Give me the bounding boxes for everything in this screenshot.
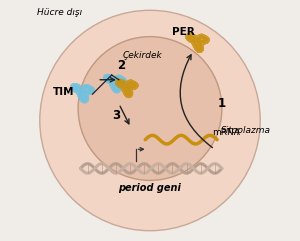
Text: TIM: TIM xyxy=(53,87,74,97)
Text: Çekirdek: Çekirdek xyxy=(123,51,163,60)
Text: period geni: period geni xyxy=(118,183,182,193)
Polygon shape xyxy=(73,86,92,101)
Text: 1: 1 xyxy=(218,97,226,110)
Text: Sitoplazma: Sitoplazma xyxy=(221,126,271,134)
Text: 3: 3 xyxy=(112,109,121,122)
Polygon shape xyxy=(105,76,124,91)
Text: Hücre dışı: Hücre dışı xyxy=(38,8,82,17)
Ellipse shape xyxy=(40,10,260,231)
Text: 2: 2 xyxy=(117,59,125,72)
Ellipse shape xyxy=(78,37,222,181)
Polygon shape xyxy=(188,35,207,51)
Text: mRNA: mRNA xyxy=(212,128,240,137)
Text: PER: PER xyxy=(172,27,195,37)
Polygon shape xyxy=(117,81,136,96)
